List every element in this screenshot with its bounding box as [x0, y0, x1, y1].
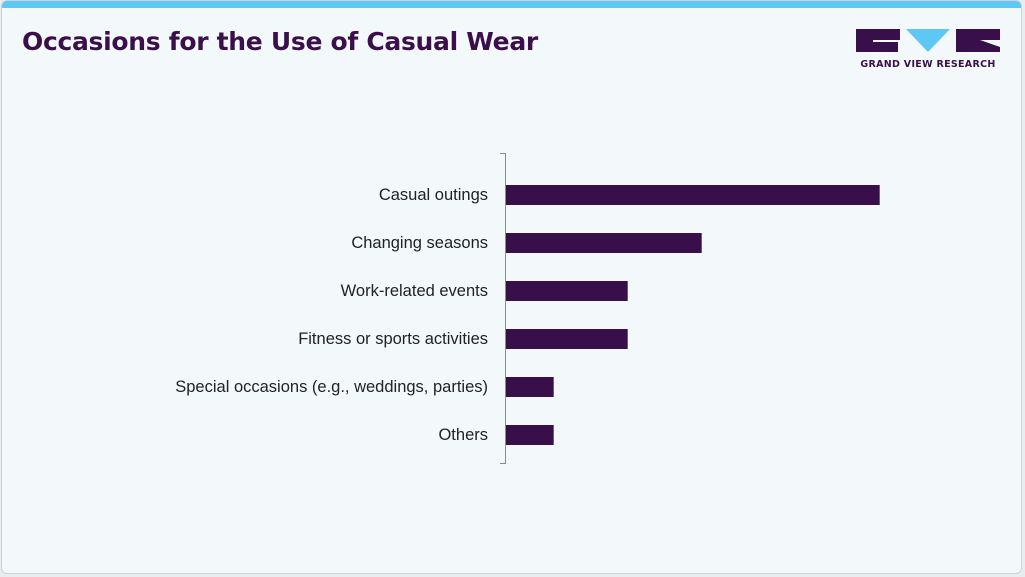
bar-row: Special occasions (e.g., weddings, parti… [2, 377, 1021, 397]
bar-row: Changing seasons [2, 233, 1021, 253]
bar-row: Others [2, 425, 1021, 445]
chart-title: Occasions for the Use of Casual Wear [22, 27, 538, 56]
category-label: Fitness or sports activities [298, 330, 488, 348]
y-axis [505, 153, 506, 464]
bar [506, 233, 702, 253]
category-label: Special occasions (e.g., weddings, parti… [175, 378, 488, 396]
grand-view-research-logo-icon [856, 29, 1000, 52]
bar [506, 425, 554, 445]
bar-row: Fitness or sports activities [2, 329, 1021, 349]
bar [506, 281, 628, 301]
accent-bar [2, 1, 1021, 8]
category-label: Casual outings [378, 186, 488, 204]
bar [506, 329, 628, 349]
category-label: Others [438, 426, 488, 444]
category-label: Changing seasons [351, 234, 488, 252]
axis-tick-top [500, 153, 506, 154]
bar-chart: Casual outings Changing seasons Work-rel… [2, 151, 1021, 466]
bar [506, 185, 880, 205]
bar [506, 377, 554, 397]
bar-row: Work-related events [2, 281, 1021, 301]
axis-tick-bottom [500, 463, 506, 464]
logo-text: GRAND VIEW RESEARCH [860, 59, 996, 70]
category-label: Work-related events [340, 282, 488, 300]
bar-row: Casual outings [2, 185, 1021, 205]
